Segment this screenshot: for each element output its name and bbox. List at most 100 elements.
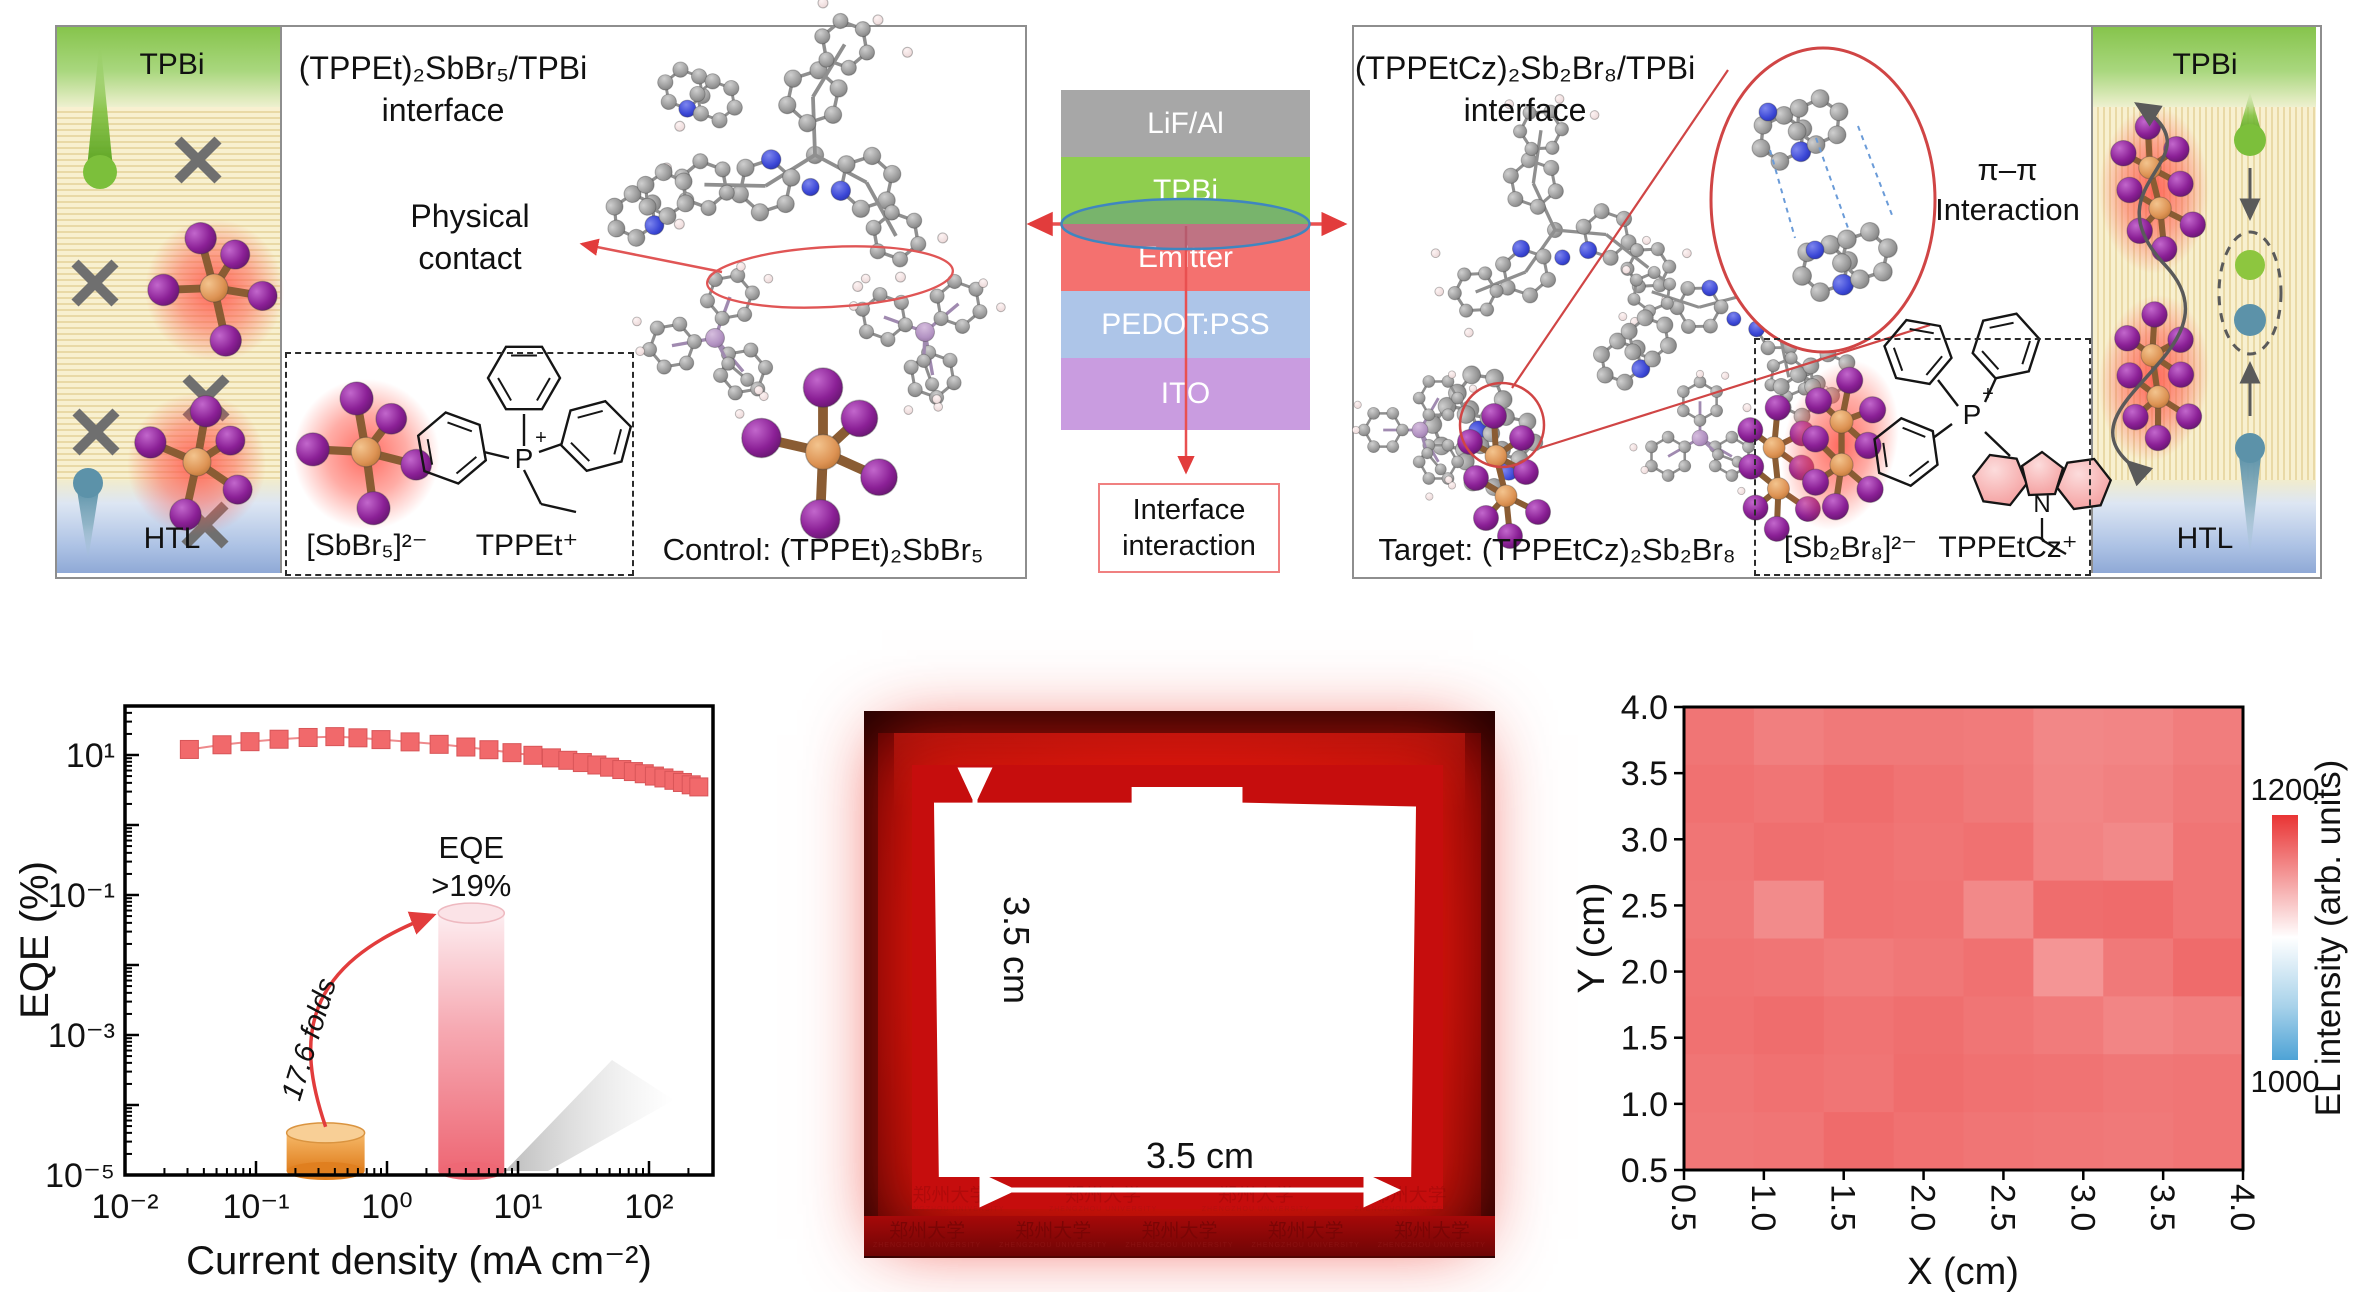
left-strip-htl-label: HTL [143, 522, 201, 555]
atom [1624, 343, 1642, 361]
heatmap-cell [2103, 822, 2174, 882]
atom [906, 212, 923, 229]
atom [1522, 287, 1539, 304]
br-atom [840, 399, 879, 438]
heatmap-frame [1682, 705, 2245, 1172]
h-atom [1351, 425, 1361, 435]
atom [1829, 102, 1849, 122]
atom [1678, 459, 1692, 473]
double-bond [577, 409, 603, 419]
y-tick-label: 3.0 [1621, 821, 1668, 859]
left-inset-box [285, 352, 634, 576]
atom [798, 113, 817, 133]
atom [1616, 373, 1634, 391]
plus-label: + [1982, 383, 1994, 405]
atom [1543, 159, 1560, 177]
double-bond [497, 377, 512, 401]
atom [851, 199, 871, 218]
atom [818, 51, 835, 68]
atom [1860, 221, 1880, 242]
atom [1627, 292, 1641, 306]
exciton-electron-ball [2235, 250, 2265, 280]
atom [723, 80, 740, 97]
br-atom [1801, 468, 1830, 496]
eqe-data-point [348, 728, 368, 748]
bond [1937, 379, 1959, 407]
atom [933, 310, 949, 327]
y-tick-label: 10⁻³ [48, 1017, 115, 1055]
atom [1656, 316, 1674, 334]
h-atom [931, 394, 942, 404]
heatmap-cell [1963, 938, 2034, 997]
heatmap-cell [1823, 1112, 1895, 1171]
colorbar-max-label: 1200 [2251, 772, 2320, 807]
eqe-gt19-label: >19% [431, 868, 511, 903]
colorbar-title: EL intensity (arb. units) [2309, 760, 2348, 1117]
photo-height-label: 3.5 cm [996, 896, 1037, 1004]
atom [1547, 183, 1564, 200]
heatmap-cell [1684, 1112, 1755, 1171]
heatmap-cell [2033, 1112, 2104, 1171]
heatmap-cell [1753, 764, 1825, 824]
br-atom [189, 395, 223, 428]
heatmap-cell [1963, 1112, 2034, 1171]
atom [740, 372, 755, 387]
atom [1805, 240, 1825, 260]
left-inset-anion-label: [SbBr₅]²⁻ [306, 529, 428, 562]
tppet-cation-left [848, 273, 1006, 415]
atom [1447, 285, 1462, 301]
benzene-ring [486, 345, 562, 411]
atom [1659, 336, 1678, 355]
heatmap-cell [1753, 1112, 1825, 1171]
atom [1725, 430, 1739, 444]
h-atom [1434, 286, 1445, 297]
atom [711, 112, 728, 129]
x-tick-label: 10⁻¹ [222, 1188, 289, 1226]
heatmap-cell [1823, 1054, 1895, 1113]
atom [672, 61, 689, 78]
atom [1535, 248, 1552, 265]
atom [1422, 375, 1436, 388]
h-atom [1629, 443, 1638, 452]
right-panel-title: (TPPEtCz)₂Sb₂Br₈/TPBi interface [1354, 50, 1696, 128]
eqe-data-point [541, 748, 561, 768]
atom [1676, 404, 1690, 418]
x-tick-label: 4.0 [2223, 1184, 2261, 1231]
atom [1579, 241, 1598, 260]
atom [858, 44, 876, 61]
heatmap-cell [1753, 707, 1825, 766]
atom [1678, 440, 1692, 454]
atom [674, 172, 693, 191]
eqe-data-point [502, 743, 522, 763]
x-tick-label: 2.0 [1904, 1184, 1942, 1231]
heatmap-cell [2103, 1054, 2174, 1113]
atom [872, 287, 888, 303]
atom [713, 367, 729, 384]
right-strip-tpbi-layer [2093, 27, 2316, 107]
exciton-hole-ball [2234, 304, 2266, 336]
heatmap-cell [2033, 822, 2104, 882]
atom [865, 219, 882, 236]
heatmap-cell [1684, 707, 1755, 766]
br-atom [1473, 505, 1499, 531]
heatmap-cell [1753, 1054, 1825, 1113]
atom [1680, 319, 1696, 335]
heatmap-cell [2173, 822, 2244, 882]
atom [692, 153, 709, 170]
left-panel-caption: Control: (TPPEt)₂SbBr₅ [662, 532, 984, 567]
atom [1629, 243, 1645, 258]
double-bond [613, 429, 623, 455]
watermark-text: 郑州大学 ZHENGZHOU UNIVERSITY [872, 1221, 982, 1250]
y-tick-label: 10⁻⁵ [45, 1157, 115, 1195]
bond [811, 43, 847, 98]
br-atom [147, 273, 180, 307]
atom [862, 146, 882, 166]
heatmap-cell [1823, 764, 1895, 824]
heatmap-cell [1963, 1054, 2034, 1113]
left-inset-cation-label: TPPEt⁺ [475, 529, 579, 562]
heatmap-cell [1893, 996, 1964, 1055]
atom [679, 355, 695, 371]
atom [736, 158, 755, 178]
sb-atom [182, 447, 212, 477]
